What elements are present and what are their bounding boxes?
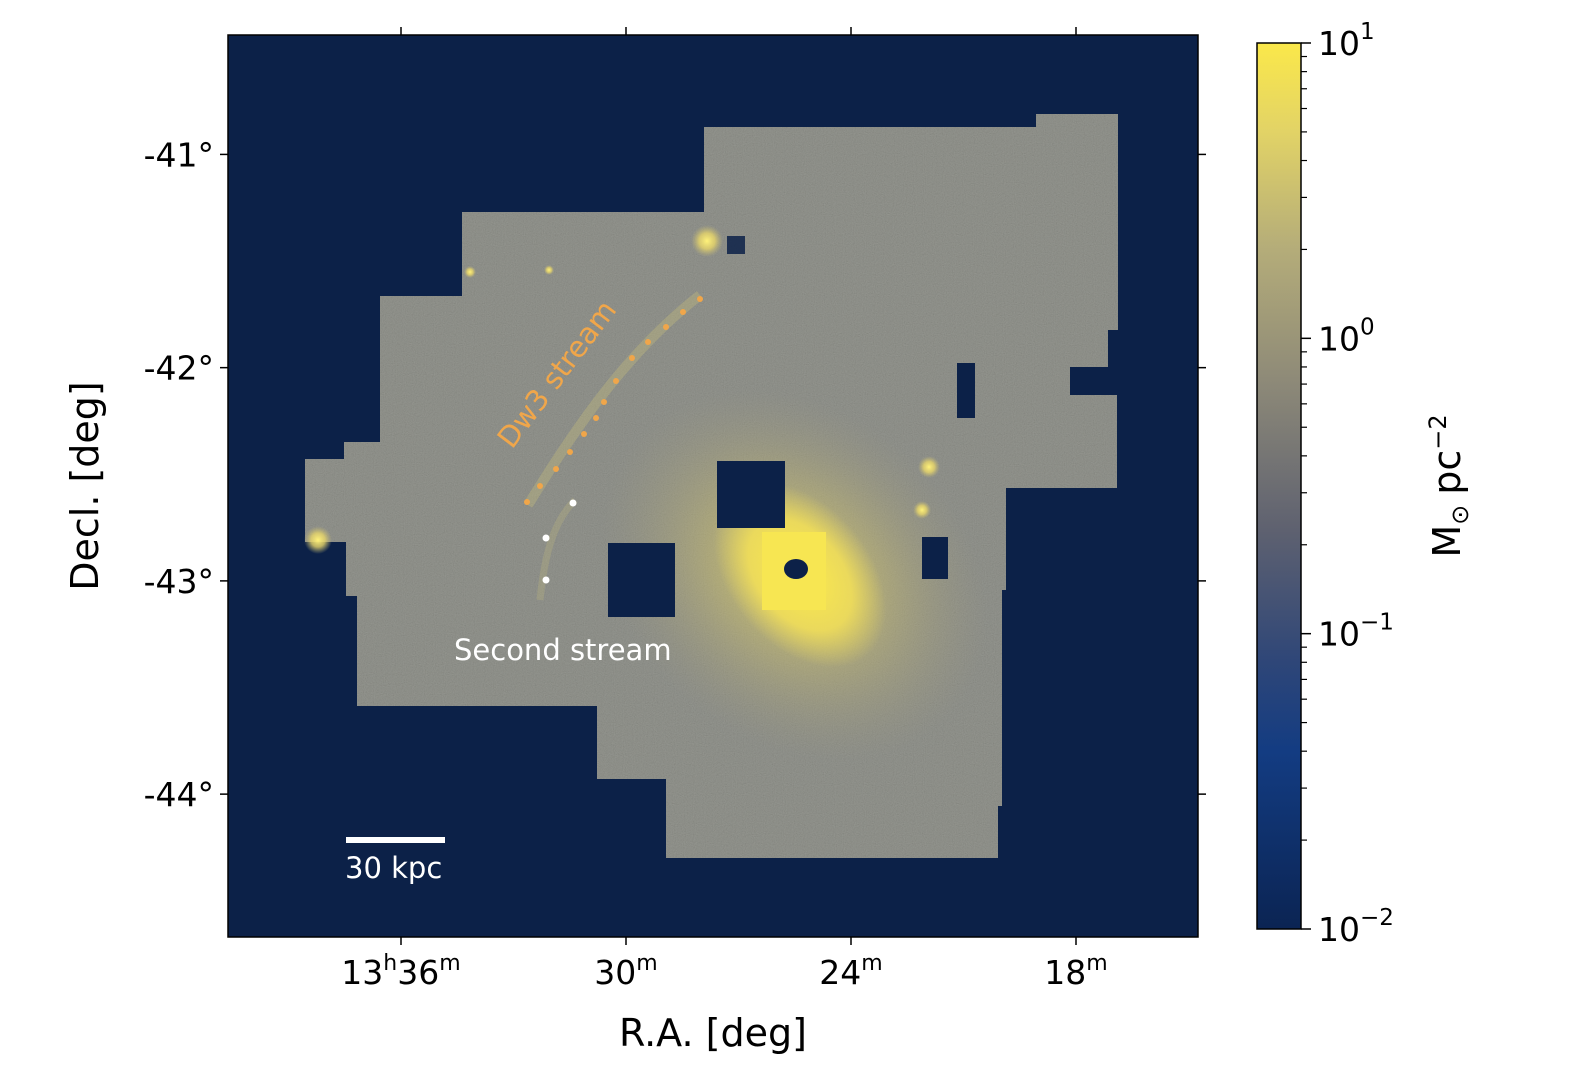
dw3-stream-marker (581, 431, 587, 437)
second-stream-marker (542, 576, 550, 584)
map-frame (227, 34, 1199, 938)
satellite-galaxy (691, 225, 723, 257)
colorbar-tick-label: 101 (1318, 19, 1375, 63)
y-tick-label: -43° (144, 562, 214, 601)
dw3-stream-marker (680, 309, 686, 315)
colorbar-label: M⊙ pc−2 (1424, 414, 1474, 557)
dw3-stream-marker (524, 499, 530, 505)
mask-region (717, 461, 785, 528)
dw3-stream-marker (553, 466, 559, 472)
dw3-stream-marker (629, 355, 635, 361)
dw3-stream-marker (613, 378, 619, 384)
second-stream-marker (569, 499, 577, 507)
dw3-stream-marker (567, 449, 573, 455)
x-axis-ticks: 13h36m 30m 24m 18m (341, 27, 1108, 992)
colorbar-tick-label: 100 (1318, 314, 1375, 358)
dw3-stream-marker (537, 483, 543, 489)
satellite-galaxy (918, 456, 940, 478)
dw3-stream-marker (601, 399, 607, 405)
colorbar-label-main: M (1425, 525, 1469, 558)
x-tick-label: 18m (1044, 951, 1107, 992)
colorbar-label-sub: ⊙ (1446, 505, 1474, 525)
second-stream-arc (536, 497, 578, 601)
dw3-stream-markers (524, 296, 703, 505)
x-axis-label: R.A. [deg] (619, 1011, 807, 1055)
y-tick-label: -44° (144, 775, 214, 814)
colorbar-label-exp: −2 (1424, 414, 1452, 449)
satellite-galaxy (304, 526, 332, 554)
y-axis-ticks: -41° -42° -43° -44° (144, 135, 1206, 814)
colorbar-tick-label: 10−1 (1318, 610, 1394, 654)
dw3-stream-marker (663, 324, 669, 330)
second-stream-markers (542, 499, 577, 584)
dw3-stream-marker (593, 415, 599, 421)
y-axis-label: Decl. [deg] (63, 381, 107, 591)
satellite-galaxy (544, 265, 554, 275)
density-map: Dw3 stream Second stream 30 kpc (228, 35, 1198, 937)
satellite-galaxy (913, 501, 931, 519)
colorbar-label-unit: pc (1425, 450, 1469, 495)
dw3-stream-marker (645, 339, 651, 345)
x-tick-label: 30m (594, 951, 657, 992)
second-stream-marker (542, 534, 550, 542)
colorbar-tick-label: 10−2 (1318, 905, 1394, 949)
x-tick-label: 13h36m (341, 951, 460, 992)
dw3-stream-arc (523, 291, 704, 508)
second-stream-label: Second stream (454, 633, 672, 667)
colorbar-ticks: 101 100 10−1 10−2 (1301, 19, 1394, 949)
scale-bar-label: 30 kpc (345, 851, 442, 885)
mask-region (922, 537, 948, 579)
mask-region (608, 543, 675, 617)
satellite-galaxy (464, 266, 476, 278)
scale-bar (346, 837, 445, 843)
mask-region (727, 236, 745, 254)
dw3-stream-marker (697, 296, 703, 302)
galaxy-core-mask (784, 559, 808, 579)
colorbar (1256, 42, 1302, 930)
mask-region (957, 363, 975, 418)
x-tick-label: 24m (819, 951, 882, 992)
y-tick-label: -41° (144, 135, 214, 174)
y-tick-label: -42° (144, 349, 214, 388)
